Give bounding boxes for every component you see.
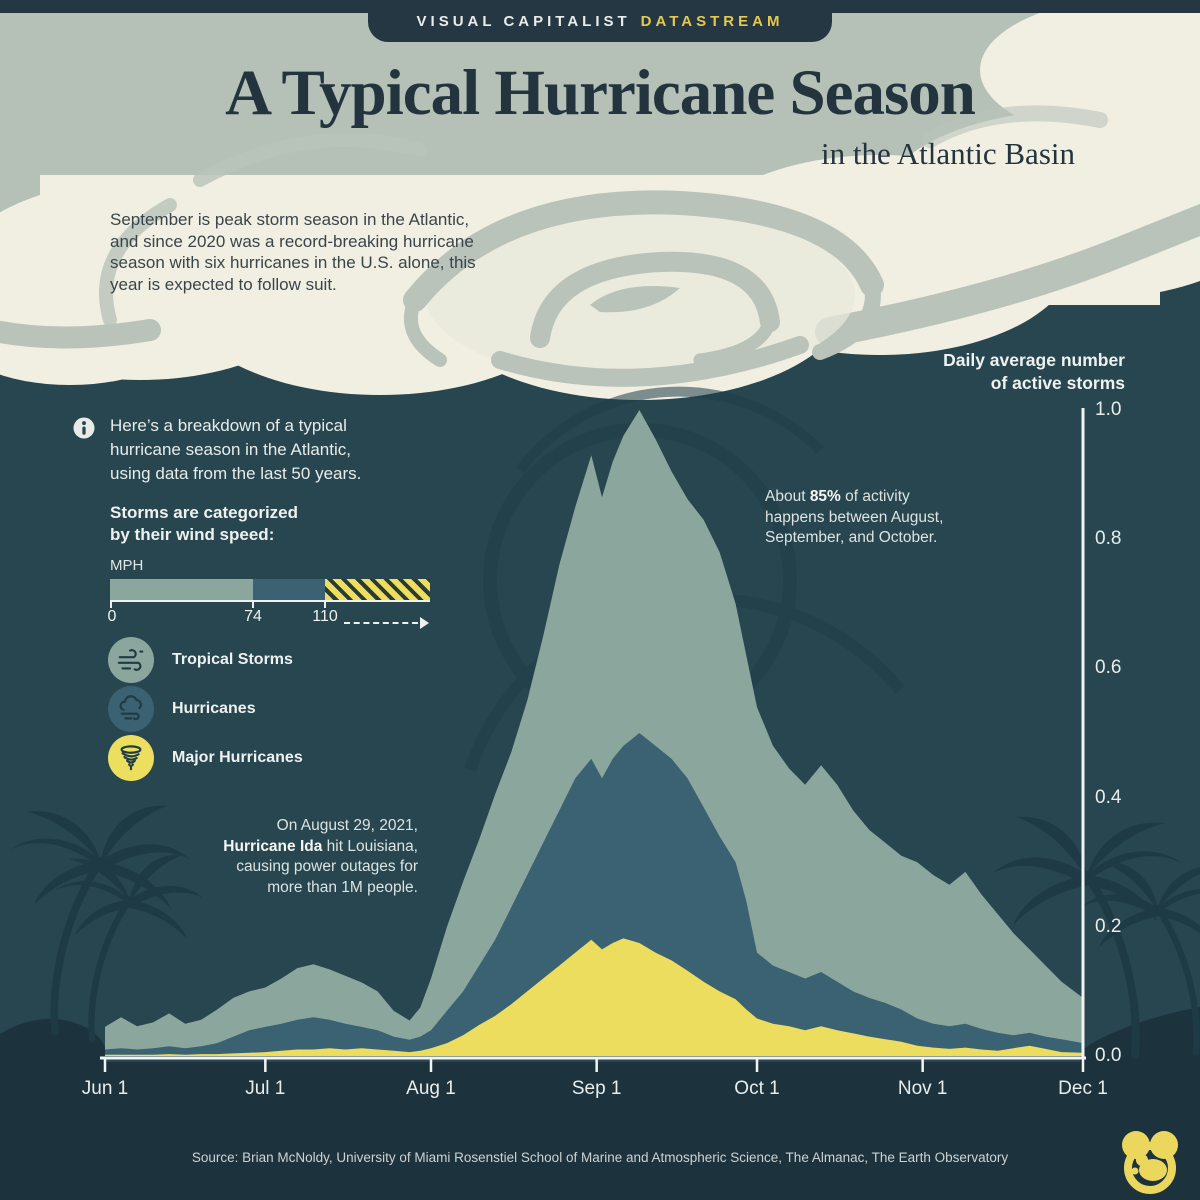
- x-tick-label-nov-1: Nov 1: [897, 1078, 948, 1099]
- scale-segment-tropical: [110, 579, 253, 600]
- scale-tick-74: [252, 602, 254, 608]
- scale-segment-major: [325, 579, 430, 600]
- wind-icon: [108, 637, 154, 683]
- scale-label-110: 110: [312, 608, 338, 625]
- scale-tick-0: [110, 602, 112, 608]
- storm-cloud-icon: [108, 686, 154, 732]
- x-tick-label-dec-1: Dec 1: [1058, 1078, 1108, 1099]
- product-name: DATASTREAM: [640, 12, 784, 30]
- intro-paragraph: September is peak storm season in the At…: [110, 210, 476, 294]
- chart-axes: [100, 408, 1086, 1072]
- wind-speed-heading: Storms are categorized by their wind spe…: [110, 503, 299, 544]
- y-tick-label-0.6: 0.6: [1095, 657, 1122, 679]
- source-credit: Source: Brian McNoldy, University of Mia…: [191, 1150, 1009, 1165]
- x-tick-label-jul-1: Jul 1: [245, 1078, 286, 1099]
- series-major-hurricanes: [105, 938, 1083, 1056]
- header-cloud-art: [0, 0, 1200, 400]
- scale-tick-110: [324, 602, 326, 608]
- hurricane-ida-annotation: On August 29, 2021, Hurricane Ida hit Lo…: [223, 817, 418, 896]
- y-tick-label-0.8: 0.8: [1095, 528, 1122, 550]
- brand-name: VISUAL CAPITALIST: [416, 12, 631, 30]
- mph-unit-label: MPH: [110, 557, 144, 574]
- y-tick-label-0.2: 0.2: [1095, 915, 1122, 937]
- legend-item-major-hurricanes: Major Hurricanes: [108, 735, 303, 781]
- x-tick-label-oct-1: Oct 1: [734, 1078, 780, 1099]
- hurricane-swirl-illustration: [99, 133, 884, 387]
- page-subtitle: in the Atlantic Basin: [821, 136, 1075, 171]
- tornado-icon: [108, 735, 154, 781]
- visual-capitalist-logo: [1122, 1131, 1178, 1194]
- scale-label-0: 0: [107, 608, 117, 625]
- ground-silhouette: [0, 1007, 1200, 1200]
- y-tick-label-1.0: 1.0: [1095, 399, 1122, 420]
- open-ended-scale-arrow: [344, 622, 418, 624]
- brand-banner: VISUAL CAPITALIST DATASTREAM: [368, 0, 832, 42]
- series-hurricanes: [105, 733, 1083, 1056]
- series-tropical-storms: [105, 410, 1083, 1056]
- page-title: A Typical Hurricane Season: [225, 57, 976, 129]
- y-axis-title: Daily average number of active storms: [943, 350, 1125, 393]
- wind-speed-scale-bar: [110, 579, 430, 602]
- x-tick-label-sep-1: Sep 1: [571, 1078, 622, 1099]
- arrow-head: [420, 617, 435, 629]
- scale-segment-hurricane: [253, 579, 325, 600]
- x-tick-label-jun-1: Jun 1: [81, 1078, 129, 1099]
- breakdown-note: Here’s a breakdown of a typical hurrican…: [110, 416, 362, 483]
- stacked-area-series: [105, 410, 1083, 1056]
- y-tick-label-0.4: 0.4: [1095, 786, 1122, 808]
- x-tick-label-aug-1: Aug 1: [406, 1078, 456, 1099]
- info-icon: [73, 417, 95, 439]
- palm-trees-left: [10, 806, 202, 1040]
- scale-label-74: 74: [244, 608, 262, 625]
- peak-activity-annotation: About 85% of activity happens between Au…: [765, 488, 944, 546]
- legend-item-hurricanes: Hurricanes: [108, 686, 256, 732]
- y-tick-label-0.0: 0.0: [1095, 1045, 1122, 1066]
- legend-item-tropical-storms: Tropical Storms: [108, 637, 293, 683]
